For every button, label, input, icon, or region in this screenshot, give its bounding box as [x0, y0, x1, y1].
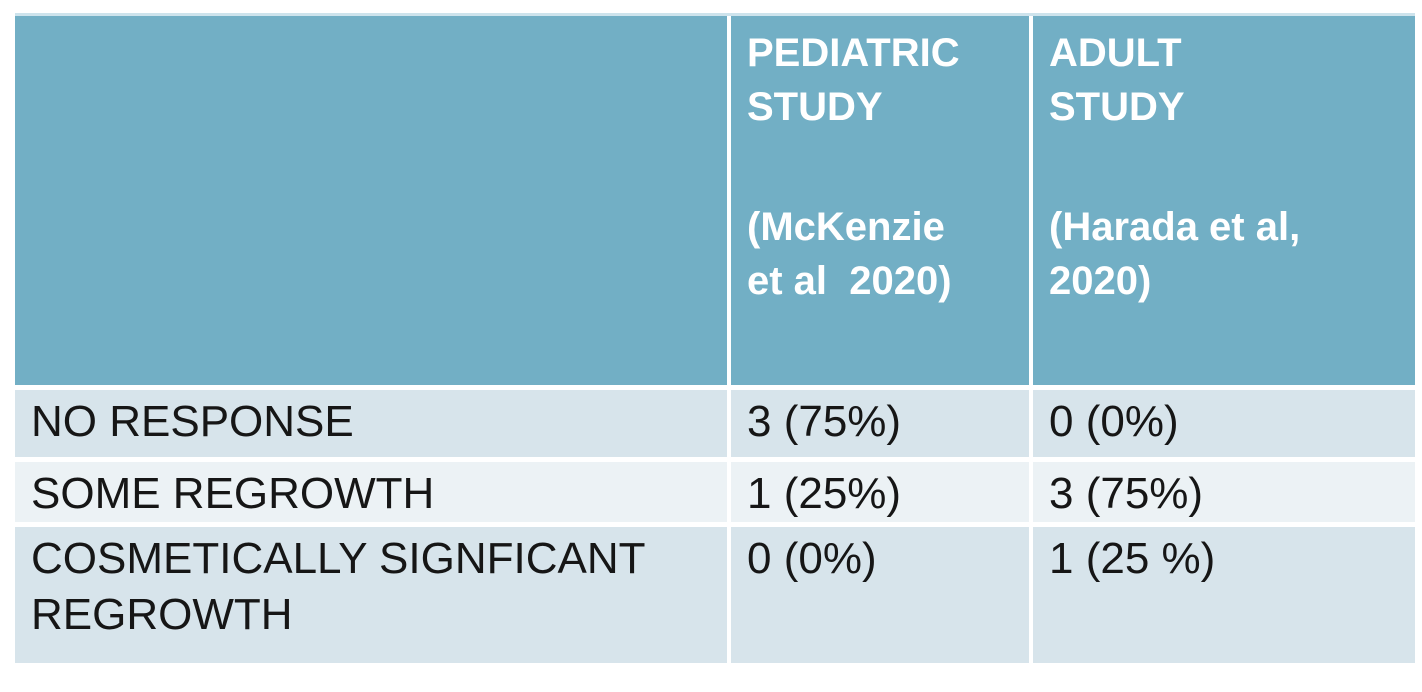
- pediatric-study-citation: (McKenzie et al 2020): [747, 205, 952, 303]
- adult-study-citation: (Harada et al, 2020): [1049, 205, 1301, 303]
- row-label-some-regrowth: SOME REGROWTH: [15, 462, 727, 522]
- header-cell-adult-study: ADULT STUDY (Harada et al, 2020): [1033, 16, 1415, 385]
- header-cell-pediatric-study: PEDIATRIC STUDY (McKenzie et al 2020): [731, 16, 1029, 385]
- row-label-no-response: NO RESPONSE: [15, 390, 727, 457]
- cell-some-regrowth-adult: 3 (75%): [1033, 462, 1415, 522]
- cell-no-response-adult: 0 (0%): [1033, 390, 1415, 457]
- cell-some-regrowth-pediatric: 1 (25%): [731, 462, 1029, 522]
- study-results-table: PEDIATRIC STUDY (McKenzie et al 2020) AD…: [15, 16, 1415, 663]
- table-top-border: [15, 13, 1415, 16]
- cell-no-response-pediatric: 3 (75%): [731, 390, 1029, 457]
- pediatric-study-title: PEDIATRIC STUDY: [747, 31, 960, 129]
- cell-cosmetic-regrowth-pediatric: 0 (0%): [731, 527, 1029, 663]
- cell-cosmetic-regrowth-adult: 1 (25 %): [1033, 527, 1415, 663]
- adult-study-title: ADULT STUDY: [1049, 31, 1185, 129]
- row-label-cosmetically-signficant-regrowth: COSMETICALLY SIGNFICANT REGROWTH: [15, 527, 727, 663]
- header-cell-empty: [15, 16, 727, 385]
